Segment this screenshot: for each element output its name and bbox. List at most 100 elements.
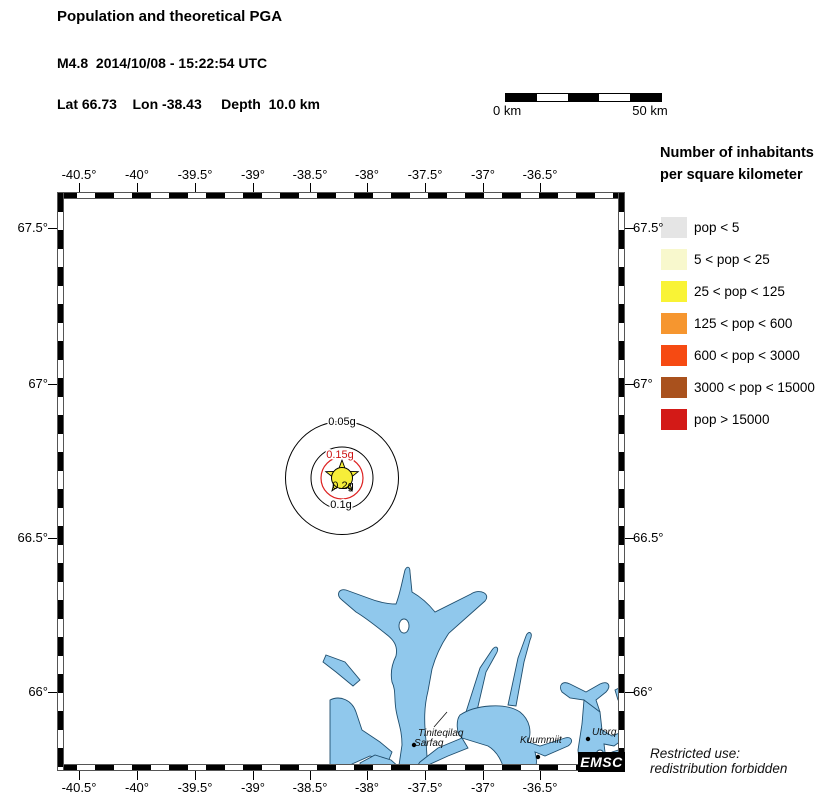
lat-label-left: 66° xyxy=(28,684,48,699)
emsc-logo: EMSC xyxy=(578,752,625,772)
lat-label-right: 66.5° xyxy=(633,530,664,545)
legend-item-label: 125 < pop < 600 xyxy=(694,316,793,331)
legend-item-label: 600 < pop < 3000 xyxy=(694,348,800,363)
restricted-use-line1: Restricted use: xyxy=(650,746,741,761)
legend-swatch xyxy=(661,345,687,366)
lon-label-bottom: -37.5° xyxy=(407,780,443,795)
map-frame-right xyxy=(618,192,625,771)
lon-tick-top xyxy=(310,183,311,192)
restricted-use-line2: redistribution forbidden xyxy=(650,761,788,776)
event-magnitude-datetime: M4.8 2014/10/08 - 15:22:54 UTC xyxy=(57,55,268,71)
lat-tick-right xyxy=(625,538,634,539)
lon-tick-bottom xyxy=(367,771,368,780)
map-frame-left xyxy=(57,192,64,771)
fjord-y-arm-a xyxy=(465,646,499,716)
pga-contour-0-15g xyxy=(320,456,364,500)
lon-tick-top xyxy=(483,183,484,192)
map-canvas: 0.05g 0.15g 0.2g 0.1g Tiniteqilaq Sarfaq… xyxy=(285,415,625,771)
legend-item-label: 25 < pop < 125 xyxy=(694,284,785,299)
lon-tick-top xyxy=(425,183,426,192)
lon-label-bottom: -39.5° xyxy=(177,780,213,795)
legend-swatch xyxy=(661,249,687,270)
lat-label-left: 67.5° xyxy=(17,220,48,235)
lat-label-right: 66° xyxy=(633,684,653,699)
legend-swatch xyxy=(661,377,687,398)
legend-item-label: pop < 5 xyxy=(694,220,740,235)
lat-tick-left xyxy=(48,228,57,229)
pga-contour-0-1g xyxy=(310,446,374,510)
lon-label-bottom: -37° xyxy=(471,780,495,795)
map-frame-bottom xyxy=(57,764,625,771)
lon-label-top: -37° xyxy=(471,167,495,182)
scale-segment xyxy=(599,94,630,101)
page-title: Population and theoretical PGA xyxy=(57,8,283,25)
lat-tick-left xyxy=(48,384,57,385)
lon-label-top: -40.5° xyxy=(61,167,97,182)
legend-title-line1: Number of inhabitants xyxy=(660,145,814,161)
lon-label-top: -38° xyxy=(355,167,379,182)
pga-label-0-05g: 0.05g xyxy=(328,416,356,428)
lon-tick-top xyxy=(195,183,196,192)
town-label-sarfaq: Sarfaq xyxy=(414,738,444,749)
town-label-kuummiit: Kuummiit xyxy=(520,735,563,746)
lon-label-bottom: -39° xyxy=(241,780,265,795)
town-label-tiniteqilaq: Tiniteqilaq xyxy=(418,728,464,739)
legend-item-label: pop > 15000 xyxy=(694,412,770,427)
lon-tick-bottom xyxy=(79,771,80,780)
lat-tick-right xyxy=(625,692,634,693)
lon-tick-bottom xyxy=(540,771,541,780)
pga-label-0-2g: 0.2g xyxy=(332,480,353,492)
scale-segment xyxy=(630,94,661,101)
map-scale-bar xyxy=(505,93,662,102)
legend-item-label: 5 < pop < 25 xyxy=(694,252,770,267)
lon-tick-bottom xyxy=(483,771,484,780)
scale-segment xyxy=(568,94,599,101)
event-location-depth: Lat 66.73 Lon -38.43 Depth 10.0 km xyxy=(57,96,320,112)
lon-label-top: -36.5° xyxy=(522,167,558,182)
lat-label-right: 67° xyxy=(633,376,653,391)
lon-label-bottom: -40.5° xyxy=(61,780,97,795)
emsc-logo-text: EMSC xyxy=(580,754,623,770)
town-dot-utorq xyxy=(585,736,591,742)
scale-label-0km: 0 km xyxy=(493,103,522,118)
fjord-bottom-left xyxy=(329,697,393,771)
fjord-y-arm-b xyxy=(507,632,532,707)
lon-tick-bottom xyxy=(137,771,138,780)
pga-label-0-15g: 0.15g xyxy=(326,449,354,461)
town-dot-kuummiit xyxy=(535,754,541,760)
fjord-y-junction xyxy=(456,705,572,771)
scale-segment xyxy=(537,94,568,101)
legend-swatch xyxy=(661,281,687,302)
lon-label-top: -40° xyxy=(125,167,149,182)
scale-segment xyxy=(506,94,537,101)
legend-swatch xyxy=(661,217,687,238)
fjord-right-hammer xyxy=(559,682,610,717)
lat-label-left: 67° xyxy=(28,376,48,391)
lon-label-top: -39° xyxy=(241,167,265,182)
fjord-arm-west xyxy=(322,654,361,687)
town-dot-tiniteqilaq xyxy=(411,742,417,748)
legend-swatch xyxy=(661,313,687,334)
town-leader-line xyxy=(433,711,448,728)
lon-tick-top xyxy=(540,183,541,192)
lat-label-right: 67.5° xyxy=(633,220,664,235)
lat-tick-right xyxy=(625,384,634,385)
scale-label-50km: 50 km xyxy=(632,103,668,118)
lat-tick-right xyxy=(625,228,634,229)
lon-tick-top xyxy=(367,183,368,192)
lat-tick-left xyxy=(48,692,57,693)
legend-title-line2: per square kilometer xyxy=(660,167,803,183)
lon-label-bottom: -38.5° xyxy=(292,780,328,795)
lon-tick-bottom xyxy=(425,771,426,780)
pga-contour-0-2g xyxy=(331,467,353,489)
town-label-utorq: Utorq xyxy=(592,727,617,738)
lon-label-bottom: -38° xyxy=(355,780,379,795)
pga-label-0-1g: 0.1g xyxy=(330,499,351,511)
lat-tick-left xyxy=(48,538,57,539)
lon-label-top: -38.5° xyxy=(292,167,328,182)
lat-label-left: 66.5° xyxy=(17,530,48,545)
lon-label-bottom: -36.5° xyxy=(522,780,558,795)
lon-label-top: -37.5° xyxy=(407,167,443,182)
lon-tick-top xyxy=(137,183,138,192)
legend-swatch xyxy=(661,409,687,430)
